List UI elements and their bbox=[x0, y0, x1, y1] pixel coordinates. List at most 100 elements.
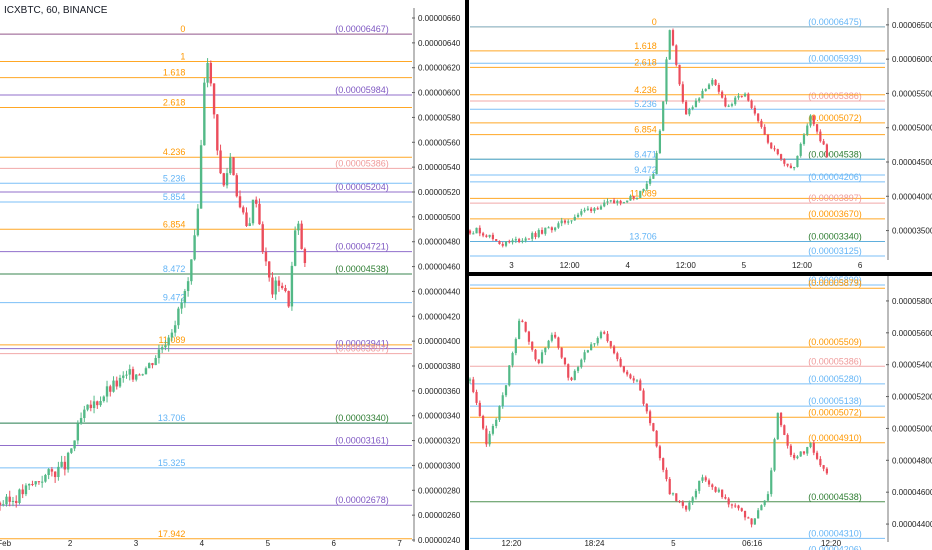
candle-body bbox=[639, 380, 642, 391]
candle-body bbox=[812, 442, 815, 453]
candle-body bbox=[658, 130, 662, 154]
candle-body bbox=[626, 200, 629, 203]
candle-body bbox=[685, 505, 688, 510]
candle-body bbox=[86, 404, 89, 410]
candle-body bbox=[225, 173, 229, 186]
x-tick-label: 12:20 bbox=[501, 539, 522, 548]
candle-body bbox=[514, 239, 517, 241]
candle-body bbox=[537, 359, 540, 364]
candle-body bbox=[629, 374, 632, 379]
candle-body bbox=[806, 447, 809, 454]
x-tick-label: 7 bbox=[397, 539, 402, 548]
candle-body bbox=[501, 395, 504, 407]
y-tick-label: 0.00005400 bbox=[892, 361, 932, 370]
candle-body bbox=[586, 208, 589, 210]
fib-level-label: (0.00003897) bbox=[335, 344, 389, 354]
candle-body bbox=[648, 178, 652, 184]
candle-body bbox=[757, 113, 760, 121]
candle-body bbox=[264, 251, 268, 262]
candle-body bbox=[495, 419, 498, 426]
candle-body bbox=[619, 359, 622, 367]
fib-level-label: (0.00003161) bbox=[335, 436, 389, 446]
x-tick-label: 12:20 bbox=[821, 539, 842, 548]
candle-body bbox=[635, 380, 639, 382]
chart-title: ICXBTC, 60, BINANCE bbox=[4, 5, 108, 16]
candle-body bbox=[773, 439, 776, 471]
candle-body bbox=[573, 370, 576, 380]
fib-level-label: (0.00005072) bbox=[808, 407, 862, 417]
candle-body bbox=[79, 418, 83, 424]
candle-body bbox=[629, 196, 632, 201]
candle-body bbox=[508, 241, 511, 243]
candle-body bbox=[521, 320, 524, 322]
fib-level-label: (0.00005386) bbox=[335, 158, 389, 168]
candle-body bbox=[612, 346, 616, 354]
candle-body bbox=[485, 235, 488, 237]
y-tick-label: 0.00000600 bbox=[418, 89, 461, 98]
candle-body bbox=[776, 412, 779, 440]
fib-level-label: 0 bbox=[180, 24, 185, 34]
fib-level-label: (0.00004310) bbox=[808, 528, 862, 538]
candle-body bbox=[678, 501, 681, 503]
candle-body bbox=[563, 357, 567, 365]
candle-body bbox=[580, 359, 583, 368]
fib-level-label: 15.325 bbox=[158, 458, 186, 468]
fib-level-label: (0.00004538) bbox=[335, 264, 389, 274]
candle-body bbox=[583, 352, 586, 360]
candle-body bbox=[717, 85, 720, 92]
candle-body bbox=[596, 208, 599, 210]
candle-body bbox=[757, 510, 760, 519]
candle-body bbox=[274, 280, 277, 295]
candle-body bbox=[488, 433, 491, 445]
candle-body bbox=[796, 456, 799, 459]
candle-body bbox=[783, 425, 786, 435]
candle-body bbox=[118, 377, 122, 387]
candle-body bbox=[603, 332, 606, 334]
x-tick-label: 3 bbox=[134, 539, 139, 548]
candle-body bbox=[750, 100, 753, 108]
y-tick-label: 0.00000620 bbox=[418, 64, 461, 73]
candle-body bbox=[180, 302, 183, 309]
candle-body bbox=[203, 82, 206, 146]
candle-body bbox=[793, 167, 796, 169]
candle-body bbox=[524, 321, 527, 332]
x-tick-label: 5 bbox=[671, 539, 676, 548]
candle-body bbox=[776, 149, 779, 155]
candle-body bbox=[557, 223, 560, 228]
candle-body bbox=[300, 223, 303, 249]
candle-body bbox=[504, 241, 508, 246]
candle-body bbox=[730, 504, 734, 506]
fib-level-label: 5.854 bbox=[163, 192, 186, 202]
candle-body bbox=[212, 83, 216, 115]
candle-body bbox=[658, 446, 662, 459]
y-tick-label: 0.00000580 bbox=[418, 113, 461, 122]
candle-body bbox=[491, 234, 495, 240]
candle-body bbox=[711, 484, 714, 488]
candle-body bbox=[655, 153, 658, 175]
y-tick-label: 0.00000240 bbox=[418, 536, 461, 545]
fib-level-label: (0.00003670) bbox=[808, 209, 862, 219]
fib-level-label: (0.00005138) bbox=[808, 396, 862, 406]
candle-body bbox=[616, 353, 619, 360]
fib-level-label: 13.706 bbox=[158, 413, 186, 423]
candle-body bbox=[287, 291, 290, 307]
candle-body bbox=[825, 144, 828, 157]
candle-body bbox=[642, 390, 645, 404]
x-tick-label: 12:00 bbox=[676, 261, 697, 270]
candle-body bbox=[47, 469, 50, 476]
y-tick-label: 0.00000300 bbox=[418, 461, 461, 470]
y-tick-label: 0.00005000 bbox=[892, 424, 932, 433]
candle-body bbox=[747, 517, 750, 519]
fib-level-label: (0.00003897) bbox=[808, 193, 862, 203]
candle-body bbox=[160, 347, 164, 350]
candle-body bbox=[770, 142, 773, 149]
candle-body bbox=[714, 487, 717, 492]
candle-body bbox=[734, 505, 737, 507]
candle-body bbox=[737, 505, 740, 509]
candle-body bbox=[707, 84, 711, 90]
y-tick-label: 0.00000340 bbox=[418, 412, 461, 421]
candle-body bbox=[632, 196, 635, 199]
candle-body bbox=[655, 430, 658, 447]
candle-body bbox=[734, 97, 737, 105]
